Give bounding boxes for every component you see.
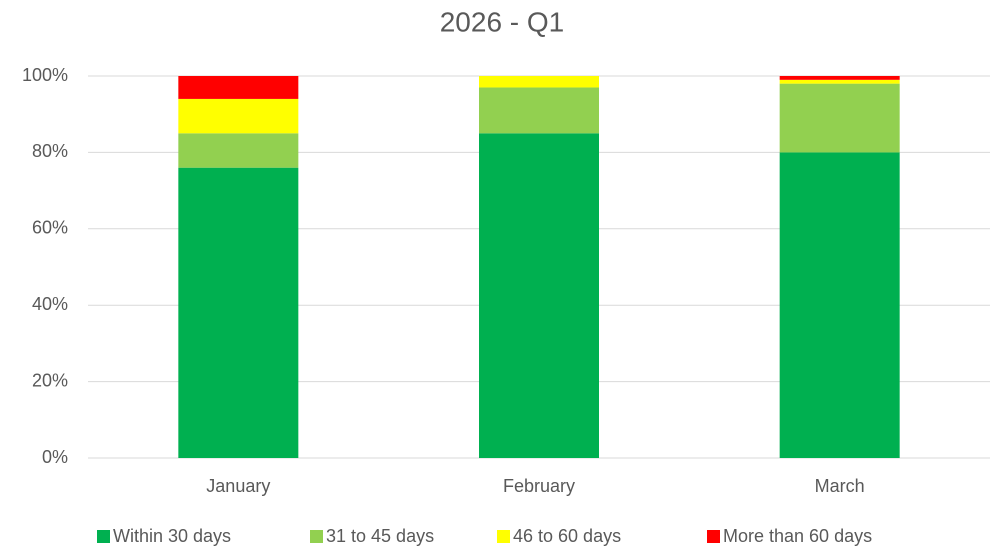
legend-swatch xyxy=(310,530,323,543)
bar-segment xyxy=(479,87,599,134)
y-tick-label: 40% xyxy=(32,294,68,314)
bar-segment xyxy=(479,76,599,88)
legend-swatch xyxy=(497,530,510,543)
x-tick-label: March xyxy=(815,476,865,496)
x-tick-label: January xyxy=(206,476,270,496)
bar-segment xyxy=(178,98,299,134)
legend-swatch xyxy=(707,530,720,543)
y-tick-label: 60% xyxy=(32,218,68,238)
bar-segment xyxy=(779,79,900,84)
y-tick-label: 20% xyxy=(32,370,68,390)
legend-label: 46 to 60 days xyxy=(513,526,621,546)
y-tick-label: 100% xyxy=(22,65,68,85)
bar-segment xyxy=(178,167,299,458)
x-tick-label: February xyxy=(503,476,575,496)
y-tick-label: 0% xyxy=(42,447,68,467)
bar-segment xyxy=(178,76,299,99)
legend-swatch xyxy=(97,530,110,543)
chart-title: 2026 - Q1 xyxy=(440,6,565,37)
bar-segment xyxy=(779,83,900,153)
legend-label: More than 60 days xyxy=(723,526,872,546)
legend-label: Within 30 days xyxy=(113,526,231,546)
bar-segment xyxy=(779,76,900,80)
bar-segment xyxy=(178,133,299,168)
bar-segment xyxy=(779,152,900,458)
bar-segment xyxy=(479,133,599,459)
y-tick-label: 80% xyxy=(32,141,68,161)
legend-label: 31 to 45 days xyxy=(326,526,434,546)
